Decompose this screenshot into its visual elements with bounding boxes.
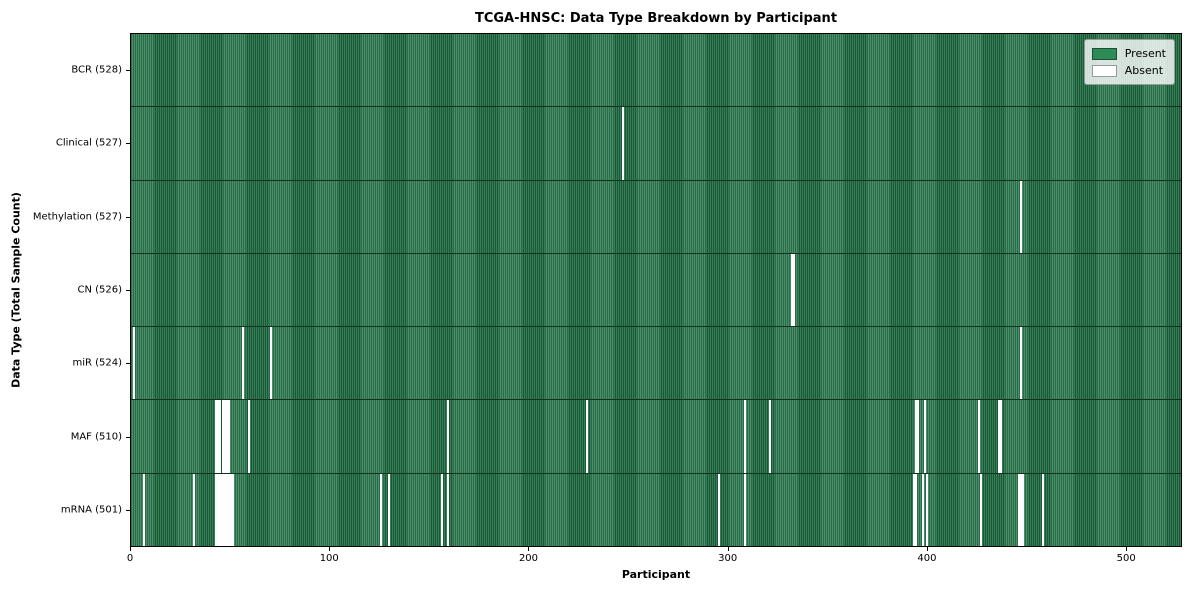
absent-line [220,473,223,546]
absent-line [216,473,219,546]
y-tick-label-MAF: MAF (510) [70,431,122,443]
heatmap-row-mRNA [131,472,1181,546]
absent-line [978,400,981,473]
absent-line [622,107,625,180]
y-tick-label-mRNA: mRNA (501) [60,504,122,516]
x-tick-label-0: 0 [126,553,134,564]
absent-line [226,473,229,546]
heatmap-row-Methylation [131,179,1181,253]
legend: Present Absent [1083,39,1175,85]
y-tick-mark [126,436,130,438]
absent-line [743,473,746,546]
y-tick-label-Methylation: Methylation (527) [32,211,122,223]
absent-line [230,473,233,546]
absent-line [914,400,917,473]
absent-line [216,400,219,473]
heatmap-row-miR [131,326,1181,400]
x-tick-mark [130,547,131,551]
x-axis-label: Participant [621,568,691,581]
heatmap-row-BCR [131,34,1181,107]
legend-item-present: Present [1091,45,1166,62]
absent-swatch-icon [1091,64,1117,77]
y-tick-label-miR: miR (524) [72,357,122,369]
absent-line [980,473,983,546]
absent-line [270,327,273,400]
heatmap-row-CN [131,252,1181,327]
absent-line [218,400,221,473]
x-tick-mark [528,547,530,551]
absent-line [586,400,589,473]
x-tick-mark [727,547,729,551]
absent-line [924,400,927,473]
y-tick-mark [126,363,130,365]
x-tick-label-200: 200 [518,553,539,564]
absent-line [248,400,251,473]
y-tick-mark [126,69,130,71]
x-tick-label-300: 300 [718,553,738,564]
absent-line [142,473,145,546]
absent-line [224,473,227,546]
absent-line [132,327,135,400]
absent-line [228,400,231,473]
absent-line [1019,473,1022,546]
x-tick-mark [1126,547,1128,551]
y-tick-label-Clinical: Clinical (527) [55,137,122,149]
y-tick-mark [126,510,130,512]
absent-line [441,473,444,546]
absent-line [447,473,450,546]
absent-line [224,400,227,473]
absent-line [791,253,794,327]
y-tick-label-CN: CN (526) [77,284,122,296]
plot-area: Present Absent [130,33,1182,547]
absent-line [214,473,217,546]
absent-line [1000,400,1003,473]
y-tick-mark [126,216,130,218]
absent-line [922,473,925,546]
absent-line [793,253,796,327]
absent-line [1017,473,1020,546]
legend-label-absent: Absent [1124,64,1164,77]
x-tick-mark [926,547,928,551]
absent-line [1041,473,1044,546]
absent-line [228,473,231,546]
y-tick-mark [126,143,130,145]
absent-line [222,400,225,473]
absent-line [214,400,217,473]
legend-item-absent: Absent [1091,62,1166,79]
absent-line [192,473,195,546]
absent-line [447,400,450,473]
present-swatch-icon [1091,47,1117,60]
absent-line [379,473,382,546]
absent-line [998,400,1001,473]
absent-line [912,473,915,546]
heatmap-row-MAF [131,399,1181,473]
absent-line [1019,180,1022,253]
heatmap-row-Clinical [131,106,1181,180]
absent-line [1021,473,1024,546]
absent-line [743,400,746,473]
absent-line [914,473,917,546]
absent-line [242,327,245,400]
absent-line [222,473,225,546]
absent-line [232,473,235,546]
absent-line [717,473,720,546]
y-tick-mark [126,290,130,291]
y-tick-label-BCR: BCR (528) [71,64,122,76]
absent-line [226,400,229,473]
chart-title: TCGA-HNSC: Data Type Breakdown by Partic… [474,11,838,26]
absent-line [387,473,390,546]
x-tick-mark [329,547,331,551]
absent-line [1019,327,1022,400]
x-tick-label-100: 100 [319,553,339,564]
absent-line [926,473,929,546]
x-tick-label-400: 400 [917,553,937,564]
absent-line [916,400,919,473]
absent-line [218,473,221,546]
absent-line [769,400,772,473]
x-tick-label-500: 500 [1116,553,1136,564]
legend-label-present: Present [1124,47,1166,60]
